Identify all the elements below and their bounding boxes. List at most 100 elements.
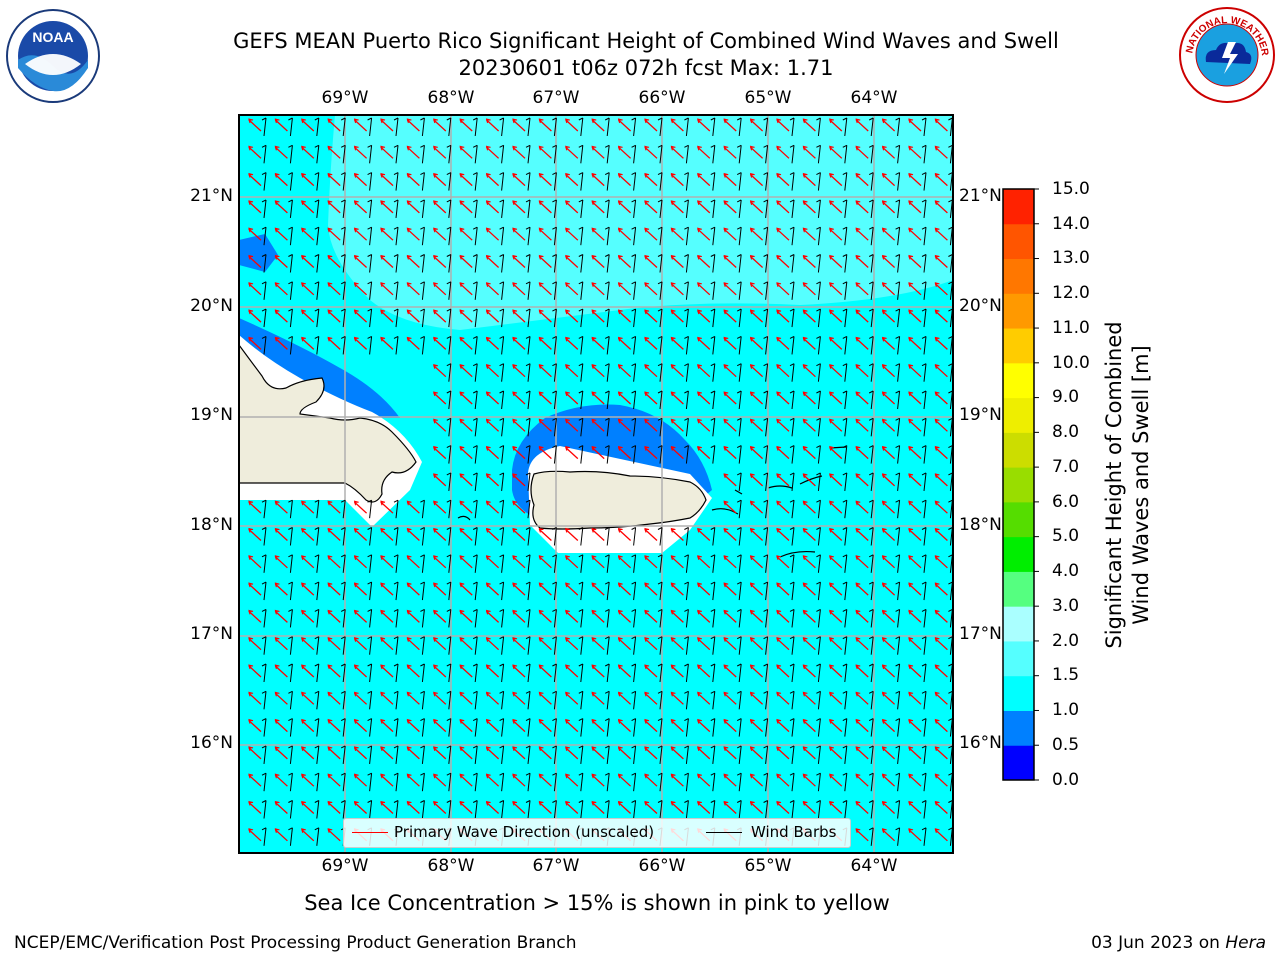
wave-direction-arrow [327,556,341,569]
wave-direction-arrow [882,720,896,733]
wave-arrowhead [723,718,729,724]
wave-arrowhead [723,309,729,315]
wind-barb-flag [710,527,716,530]
wave-arrowhead [512,200,518,206]
wind-barb-flag [921,472,927,476]
wave-direction-arrow [459,419,473,432]
wave-arrowhead [591,227,597,233]
wave-direction-arrow [618,228,632,241]
wind-barb-flag [578,254,584,257]
wind-barb [316,117,320,137]
wind-barb [712,718,716,737]
wave-arrowhead [591,200,597,206]
wave-direction-arrow [670,747,684,760]
wave-direction-arrow [538,256,552,268]
wind-barb-flag [657,445,663,449]
wave-arrowhead [459,254,465,260]
wind-barb-flag [604,554,610,558]
wind-barb [395,554,399,573]
wind-barb [659,582,663,601]
wave-direction-arrow [802,174,816,187]
wave-direction-arrow [354,610,368,623]
wind-barb-flag [868,308,874,312]
wave-direction-arrow [459,774,473,787]
wind-barb-flag [314,527,320,530]
wind-barb-flag [525,636,531,640]
wave-arrowhead [670,718,676,724]
wind-barb [870,117,874,137]
wind-barb-flag [552,390,557,394]
wind-barb-flag [552,800,557,803]
colorbar-title-line1: Significant Height of Combined [1102,321,1126,649]
wave-arrowhead [433,391,438,397]
wind-barb-flag [948,499,953,503]
wave-arrowhead [591,145,597,151]
wind-barb [765,227,769,246]
wave-direction-arrow [565,392,579,405]
wave-direction-arrow [591,774,605,787]
wind-barb-flag [895,199,900,203]
wave-arrowhead [776,254,782,260]
wind-barb [580,418,584,437]
wave-direction-arrow [908,692,922,705]
wave-direction-arrow [934,310,948,323]
wind-barb [263,281,267,300]
wave-arrowhead [591,309,597,315]
wave-arrowhead [380,309,386,315]
wind-barb-flag [578,772,584,776]
wave-arrowhead [776,527,782,533]
wind-barb-flag [314,718,320,722]
wave-arrowhead [908,309,914,315]
wave-arrowhead [380,145,386,151]
wind-barb [421,663,425,683]
wind-barb [633,145,637,164]
wave-direction-arrow [301,228,315,241]
wind-barb-flag [525,445,531,449]
wind-barb [553,554,557,573]
wind-barb-flag [499,254,504,257]
wind-barb-flag [604,445,610,449]
wave-direction-arrow [723,610,737,623]
wave-direction-arrow [750,692,764,705]
wind-barb [659,527,663,546]
wave-arrowhead [934,800,940,806]
wave-arrowhead [855,691,861,697]
wave-direction-arrow [538,365,552,378]
wind-barb-flag [393,581,399,585]
wave-direction-arrow [565,201,579,214]
wind-barb [580,800,584,819]
wave-direction-arrow [908,146,922,159]
wind-barb-flag [578,718,584,722]
wave-direction-arrow [644,310,658,323]
wave-direction-arrow [750,337,764,350]
wind-barb [791,500,795,519]
wind-barb-flag [552,608,557,612]
wind-barb [712,117,716,137]
wind-barb [765,773,769,792]
wind-barb-flag [314,800,320,803]
wind-barb [685,309,689,328]
wind-barb [738,227,742,246]
wind-barb [501,582,505,601]
wind-barb-flag [657,608,663,612]
wave-arrowhead [512,773,518,779]
wave-direction-arrow [380,802,394,814]
wind-barb [527,281,531,300]
wave-direction-arrow [512,310,526,323]
wave-arrowhead [406,555,412,560]
wind-barb-flag [420,745,425,749]
wind-barb-flag [446,199,452,203]
wind-barb-flag [895,636,900,640]
wave-arrowhead [802,500,808,506]
wave-direction-arrow [380,119,394,132]
wind-barb-flag [948,226,953,230]
wave-arrowhead [380,172,386,178]
wind-barb [289,281,293,300]
land-puerto-rico [530,470,707,530]
wind-barb-flag [578,335,584,339]
wind-barb-flag [657,172,663,176]
wind-barb [553,418,557,437]
wave-direction-arrow [248,692,262,705]
wave-direction-arrow [591,692,605,705]
wind-barb-flag [763,690,768,694]
